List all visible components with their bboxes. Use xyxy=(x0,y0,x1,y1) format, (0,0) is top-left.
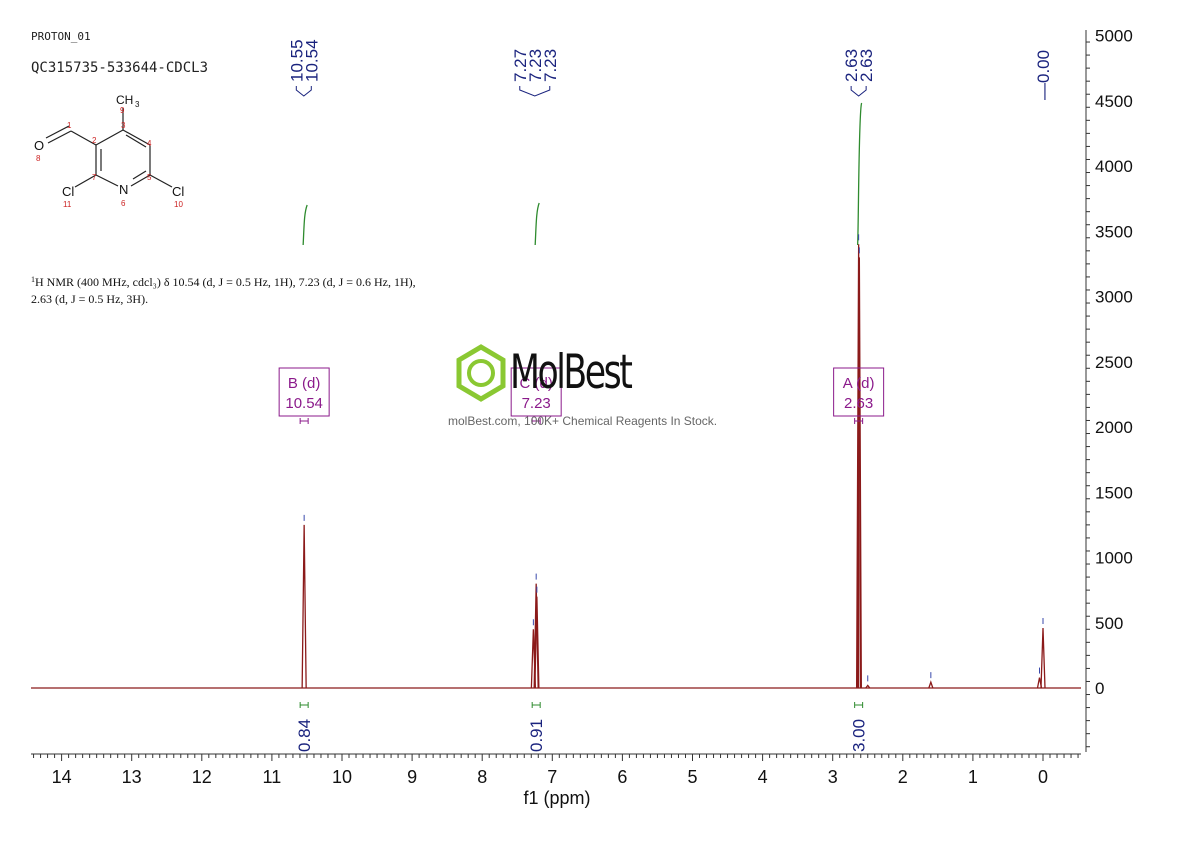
spectrum-peak xyxy=(865,684,871,689)
spectrum-peak xyxy=(1040,627,1046,689)
x-tick-label: 6 xyxy=(617,767,627,787)
integral-range-marker xyxy=(531,702,541,708)
peak-group-bracket xyxy=(519,86,551,97)
atom-number: 4 xyxy=(147,139,152,148)
y-tick-label: 3500 xyxy=(1095,222,1133,241)
peak-shift-label: 10.55 xyxy=(287,39,306,82)
multiplet-range-marker xyxy=(531,418,541,424)
methyl-subscript: 3 xyxy=(135,100,140,109)
y-tick-label: 1000 xyxy=(1095,549,1133,568)
y-tick-label: 4500 xyxy=(1095,92,1133,111)
y-tick-label: 500 xyxy=(1095,614,1123,633)
integral-curves xyxy=(302,102,863,688)
nmr-description: 1H NMR (400 MHz, cdcl₃) δ 10.54 (d, J = … xyxy=(31,271,431,308)
peak-shift-label: 7.27 xyxy=(511,49,530,82)
multiplet-shift: 2.63 xyxy=(844,395,873,412)
spectrum-peak xyxy=(534,596,540,689)
multiplet-range-marker xyxy=(299,418,309,424)
spectrum-peak xyxy=(855,244,862,689)
multiplet-letter: A (d) xyxy=(843,375,875,392)
atom-number: 2 xyxy=(92,136,97,145)
multiplet-range-marker xyxy=(854,418,864,424)
integral-curve xyxy=(856,102,863,246)
nucleus-superscript: 1 xyxy=(31,275,35,284)
multiplet-boxes: B (d) 10.54 C (d) 7.23 A (d) 2.63 xyxy=(278,367,885,424)
spectrum-trace xyxy=(31,234,1081,689)
atom-number: 11 xyxy=(63,200,72,209)
peak-shift-label: 7.23 xyxy=(541,49,560,82)
integral-value: 0.84 xyxy=(295,719,314,752)
spectrum-peak xyxy=(856,257,862,689)
atom-number: 6 xyxy=(121,199,126,208)
spectrum-peak xyxy=(301,524,307,689)
x-tick-label: 3 xyxy=(828,767,838,787)
integral-range-marker xyxy=(299,702,309,708)
x-axis-title: f1 (ppm) xyxy=(523,788,590,808)
nmr-description-text: H NMR (400 MHz, cdcl₃) δ 10.54 (d, J = 0… xyxy=(31,275,416,306)
spectrum-peak xyxy=(928,680,934,689)
multiplet-box xyxy=(510,367,562,417)
multiplet-shift: 10.54 xyxy=(285,395,323,412)
peak-shift-label: 2.63 xyxy=(857,49,876,82)
x-tick-label: 12 xyxy=(192,767,212,787)
x-tick-label: 0 xyxy=(1038,767,1048,787)
atom-number: 8 xyxy=(36,154,41,163)
peak-shift-label: —0.00 xyxy=(1034,50,1053,100)
atom-number: 9 xyxy=(120,106,125,115)
chlorine-right-label: Cl xyxy=(172,184,184,199)
x-tick-label: 9 xyxy=(407,767,417,787)
y-tick-label: 2500 xyxy=(1095,353,1133,372)
x-tick-label: 8 xyxy=(477,767,487,787)
y-tick-label: 3000 xyxy=(1095,288,1133,307)
oxygen-label: O xyxy=(34,138,44,153)
chlorine-left-label: Cl xyxy=(62,184,74,199)
x-tick-label: 14 xyxy=(52,767,72,787)
x-tick-label: 13 xyxy=(122,767,142,787)
integral-value: 0.91 xyxy=(527,719,546,752)
multiplet-shift: 7.23 xyxy=(522,395,551,412)
multiplet-box xyxy=(278,367,330,417)
x-tick-label: 4 xyxy=(758,767,768,787)
atom-number: 10 xyxy=(174,200,183,209)
y-tick-label: 5000 xyxy=(1095,27,1133,46)
sample-title: QC315735-533644-CDCL3 xyxy=(31,60,209,76)
peak-group-bracket xyxy=(850,86,867,97)
methyl-label: CH xyxy=(116,93,133,107)
multiplet-box xyxy=(833,367,885,417)
nitrogen-label: N xyxy=(119,182,128,197)
multiplet-letter: B (d) xyxy=(288,375,321,392)
x-tick-label: 5 xyxy=(687,767,697,787)
x-tick-label: 11 xyxy=(263,767,282,787)
peak-shift-label: 10.54 xyxy=(302,39,321,82)
x-tick-label: 7 xyxy=(547,767,557,787)
integral-labels: 0.84 0.91 3.00 xyxy=(295,702,869,752)
integral-value: 3.00 xyxy=(850,719,869,752)
x-tick-label: 2 xyxy=(898,767,908,787)
peak-shift-label: 7.23 xyxy=(526,49,545,82)
x-tick-label: 1 xyxy=(968,767,978,787)
chemical-structure xyxy=(45,108,173,188)
y-tick-label: 4000 xyxy=(1095,157,1133,176)
multiplet-letter: C (d) xyxy=(520,375,553,392)
integral-curve xyxy=(534,202,540,246)
x-axis: 14 13 12 11 10 9 8 7 6 5 4 3 2 1 0 xyxy=(31,753,1081,787)
atom-number: 5 xyxy=(147,173,152,182)
experiment-title: PROTON_01 xyxy=(31,30,91,43)
x-tick-label: 10 xyxy=(332,767,352,787)
peak-shift-label: 2.63 xyxy=(842,49,861,82)
structure-labels: CH 3 O N Cl Cl 1 2 3 4 5 6 7 8 9 10 11 xyxy=(34,93,184,209)
atom-number: 7 xyxy=(92,173,97,182)
integral-range-marker xyxy=(854,702,864,708)
y-tick-label: 0 xyxy=(1095,679,1104,698)
atom-number: 3 xyxy=(121,121,126,130)
y-tick-label: 1500 xyxy=(1095,483,1133,502)
peak-group-bracket xyxy=(295,86,312,97)
y-tick-label: 2000 xyxy=(1095,418,1133,437)
atom-number: 1 xyxy=(67,121,72,130)
integral-curve xyxy=(302,204,308,246)
